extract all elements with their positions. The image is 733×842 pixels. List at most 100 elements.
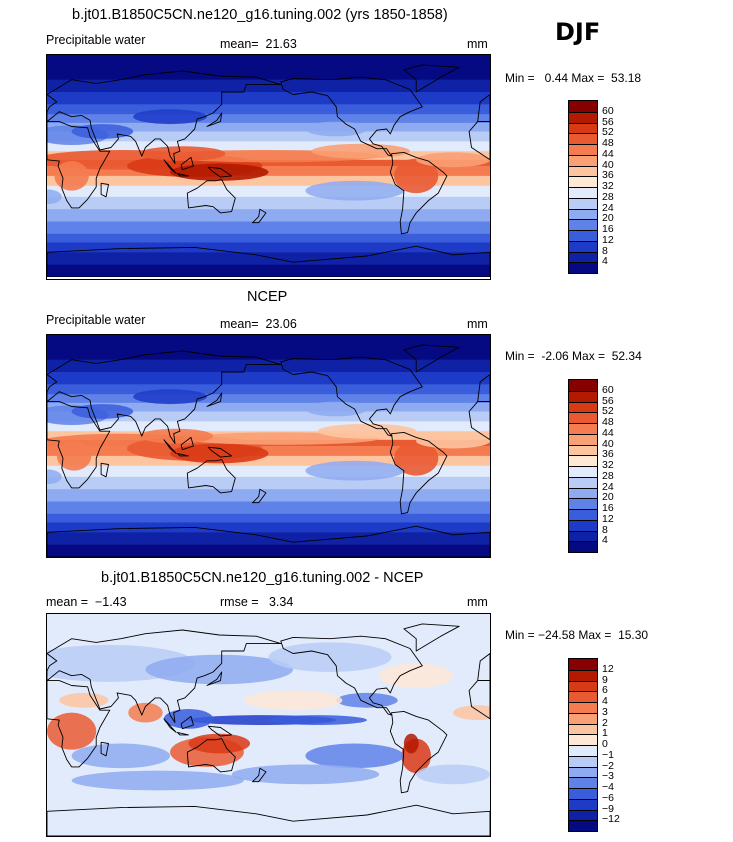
colorbar-swatch bbox=[569, 111, 597, 123]
coastline bbox=[477, 653, 490, 682]
coastline bbox=[100, 462, 109, 478]
colorbar-tick-label: −3 bbox=[602, 770, 614, 783]
colorbar-tick-label: 24 bbox=[602, 480, 614, 493]
coastline bbox=[100, 182, 109, 198]
colorbar-swatch bbox=[569, 455, 597, 466]
coastline bbox=[47, 804, 490, 836]
panel-1-colorbar bbox=[568, 100, 598, 274]
colorbar-swatch bbox=[569, 530, 597, 542]
season-label: DJF bbox=[555, 18, 601, 46]
colorbar-tick-label: 60 bbox=[602, 383, 614, 396]
colorbar-tick-label: 20 bbox=[602, 491, 614, 504]
panel-2-colorbar bbox=[568, 379, 598, 553]
coastline bbox=[207, 166, 233, 178]
colorbar-swatch bbox=[569, 197, 597, 209]
colorbar-tick-label: 0 bbox=[602, 738, 608, 750]
panel-3-units: mm bbox=[467, 595, 488, 609]
colorbar-tick-label: 12 bbox=[602, 662, 614, 675]
colorbar-tick-label: 32 bbox=[602, 180, 614, 192]
colorbar-tick-label: 48 bbox=[602, 416, 614, 428]
coastline bbox=[163, 159, 177, 174]
colorbar-tick-label: 36 bbox=[602, 448, 614, 461]
colorbar-swatch bbox=[569, 262, 597, 273]
panel-1-units: mm bbox=[467, 37, 488, 51]
colorbar-tick-label: 56 bbox=[602, 115, 614, 128]
colorbar-tick-label: 4 bbox=[602, 695, 608, 707]
colorbar-swatch bbox=[569, 691, 597, 702]
colorbar-tick-label: 44 bbox=[602, 147, 614, 160]
colorbar-swatch bbox=[569, 702, 597, 713]
panel-1-mean: mean= 21.63 bbox=[220, 37, 297, 51]
colorbar-tick-label: 24 bbox=[602, 201, 614, 214]
coastline bbox=[180, 436, 194, 451]
coastline bbox=[403, 344, 460, 373]
panel-1-map bbox=[46, 54, 491, 280]
coastline bbox=[252, 208, 267, 224]
contour-field bbox=[47, 614, 490, 836]
coastline bbox=[180, 715, 194, 730]
colorbar-swatch bbox=[569, 798, 597, 810]
coastline bbox=[186, 179, 236, 214]
colorbar-tick-label: −2 bbox=[602, 759, 614, 772]
colorbar-tick-label: 12 bbox=[602, 233, 614, 246]
coastline bbox=[176, 731, 189, 736]
coastline bbox=[252, 488, 267, 504]
coastline bbox=[477, 94, 490, 123]
coastline bbox=[280, 635, 423, 716]
colorbar-swatch bbox=[569, 788, 597, 799]
colorbar-tick-label: 16 bbox=[602, 502, 614, 514]
panel-1-minmax: Min = 0.44 Max = 53.18 bbox=[505, 71, 642, 85]
coastline bbox=[176, 452, 189, 457]
coastline bbox=[252, 767, 267, 783]
coastline bbox=[207, 446, 233, 458]
coastline bbox=[163, 718, 177, 733]
colorbar-swatch bbox=[569, 734, 597, 745]
colorbar-swatch bbox=[569, 723, 597, 735]
panel-2-minmax: Min = -2.06 Max = 52.34 bbox=[505, 349, 642, 363]
colorbar-swatch bbox=[569, 509, 597, 520]
colorbar-tick-label: 52 bbox=[602, 405, 614, 418]
colorbar-tick-label: 60 bbox=[602, 104, 614, 117]
colorbar-swatch bbox=[569, 766, 597, 778]
colorbar-swatch bbox=[569, 412, 597, 423]
colorbar-swatch bbox=[569, 680, 597, 692]
colorbar-tick-label: 2 bbox=[602, 716, 608, 729]
colorbar-swatch bbox=[569, 659, 597, 670]
coastline bbox=[47, 121, 111, 209]
coastline bbox=[389, 710, 448, 794]
colorbar-tick-label: −6 bbox=[602, 791, 614, 804]
coastline bbox=[47, 629, 282, 723]
panel-2-units: mm bbox=[467, 317, 488, 331]
colorbar-swatch bbox=[569, 154, 597, 166]
colorbar-swatch bbox=[569, 101, 597, 112]
colorbar-swatch bbox=[569, 487, 597, 499]
colorbar-tick-label: 9 bbox=[602, 673, 608, 686]
coastline bbox=[389, 431, 448, 515]
colorbar-tick-label: −1 bbox=[602, 748, 614, 761]
colorbar-tick-label: 4 bbox=[602, 255, 608, 268]
colorbar-swatch bbox=[569, 401, 597, 413]
coastline bbox=[163, 439, 177, 454]
coastline bbox=[389, 151, 448, 235]
panel-3-map bbox=[46, 613, 491, 837]
coastline bbox=[47, 350, 282, 444]
colorbar-swatch bbox=[569, 144, 597, 155]
colorbar-tick-label: 16 bbox=[602, 223, 614, 235]
colorbar-swatch bbox=[569, 208, 597, 220]
colorbar-swatch bbox=[569, 240, 597, 252]
panel-3-rmse: rmse = 3.34 bbox=[220, 595, 294, 609]
colorbar-tick-label: 8 bbox=[602, 523, 608, 536]
colorbar-tick-label: 40 bbox=[602, 158, 614, 171]
colorbar-swatch bbox=[569, 230, 597, 241]
coastline bbox=[280, 356, 423, 437]
coastline bbox=[206, 112, 223, 127]
colorbar-tick-label: −9 bbox=[602, 802, 614, 815]
panel-3-mean: mean = −1.43 bbox=[46, 595, 127, 609]
coastline bbox=[477, 374, 490, 403]
coastline bbox=[206, 392, 223, 407]
colorbar-tick-label: 56 bbox=[602, 394, 614, 407]
colorbar-swatch bbox=[569, 423, 597, 434]
coastline bbox=[47, 680, 111, 768]
panel-3-title: b.jt01.B1850C5CN.ne120_g16.tuning.002 - … bbox=[101, 570, 424, 586]
colorbar-swatch bbox=[569, 755, 597, 767]
